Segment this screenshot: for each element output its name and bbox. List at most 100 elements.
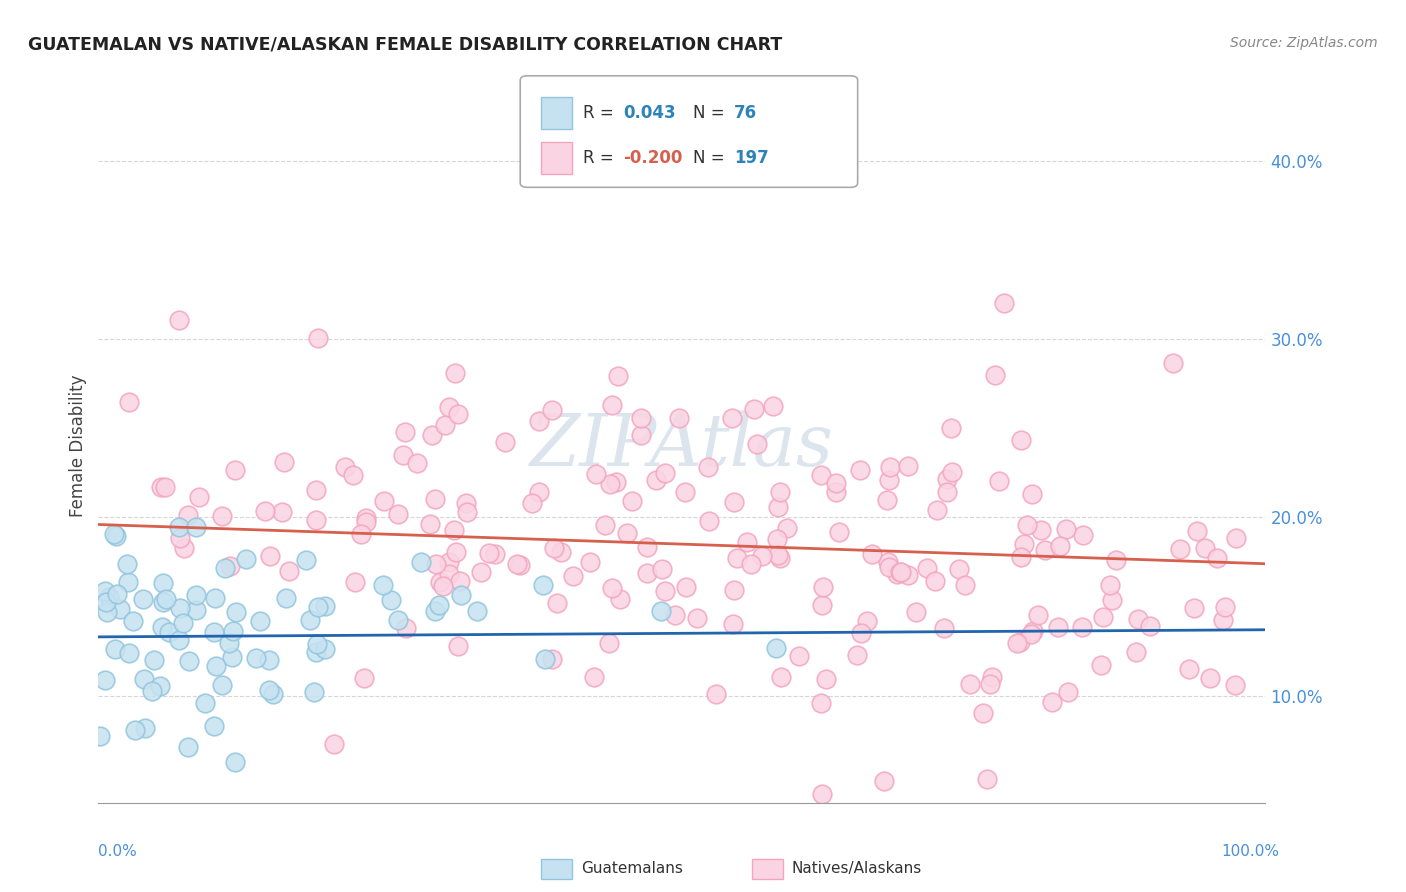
Point bbox=[478, 546, 501, 560]
Point bbox=[541, 652, 564, 666]
Point bbox=[540, 403, 562, 417]
Point bbox=[848, 462, 870, 476]
Point bbox=[167, 520, 190, 534]
Point bbox=[432, 579, 454, 593]
Point bbox=[353, 671, 375, 685]
Point bbox=[202, 625, 225, 640]
Point bbox=[169, 601, 191, 615]
Text: GUATEMALAN VS NATIVE/ALASKAN FEMALE DISABILITY CORRELATION CHART: GUATEMALAN VS NATIVE/ALASKAN FEMALE DISA… bbox=[28, 36, 782, 54]
Point bbox=[1029, 523, 1052, 537]
Point bbox=[668, 411, 690, 425]
Point bbox=[1223, 678, 1246, 692]
Point bbox=[1213, 600, 1236, 615]
Point bbox=[936, 472, 959, 486]
Point bbox=[747, 437, 769, 451]
Point bbox=[157, 624, 180, 639]
Point bbox=[323, 737, 346, 751]
Point bbox=[723, 617, 745, 632]
Point bbox=[849, 626, 872, 640]
Point bbox=[218, 636, 240, 650]
Point bbox=[636, 566, 658, 580]
Point bbox=[543, 541, 565, 555]
Point bbox=[810, 598, 832, 612]
Point bbox=[96, 605, 118, 619]
Point bbox=[484, 547, 506, 561]
Point bbox=[897, 567, 920, 582]
Text: Guatemalans: Guatemalans bbox=[581, 862, 682, 876]
Point bbox=[765, 640, 787, 655]
Point bbox=[405, 456, 427, 470]
Point bbox=[686, 610, 709, 624]
Point bbox=[987, 475, 1010, 489]
Point bbox=[149, 679, 172, 693]
Point bbox=[932, 621, 955, 635]
Point bbox=[766, 533, 789, 547]
Point bbox=[143, 653, 166, 667]
Point bbox=[598, 636, 620, 650]
Point bbox=[1105, 553, 1128, 567]
Point bbox=[423, 604, 446, 618]
Point bbox=[955, 577, 977, 591]
Point bbox=[259, 549, 281, 564]
Point bbox=[915, 560, 938, 574]
Point bbox=[103, 527, 125, 541]
Point bbox=[735, 535, 758, 549]
Point bbox=[1225, 531, 1247, 545]
Point bbox=[562, 569, 585, 583]
Point bbox=[810, 467, 832, 482]
Point bbox=[454, 496, 477, 510]
Point bbox=[959, 677, 981, 691]
Point bbox=[769, 485, 792, 500]
Point bbox=[155, 591, 177, 606]
Point bbox=[1185, 524, 1208, 538]
Point bbox=[387, 508, 409, 522]
Point bbox=[877, 473, 900, 487]
Point bbox=[1163, 356, 1185, 370]
Point bbox=[1139, 619, 1161, 633]
Point bbox=[465, 604, 488, 618]
Point bbox=[444, 545, 467, 559]
Point bbox=[550, 545, 572, 559]
Point bbox=[427, 599, 450, 613]
Point bbox=[886, 566, 908, 581]
Point bbox=[600, 581, 623, 595]
Point bbox=[811, 580, 834, 594]
Point bbox=[177, 739, 200, 754]
Point bbox=[976, 772, 998, 786]
Point bbox=[770, 670, 793, 684]
Point bbox=[276, 591, 298, 605]
Point bbox=[205, 658, 228, 673]
Point bbox=[443, 524, 465, 538]
Point bbox=[470, 566, 492, 580]
Point bbox=[600, 398, 623, 412]
Point bbox=[299, 613, 322, 627]
Point bbox=[380, 593, 402, 607]
Point bbox=[249, 614, 271, 628]
Point bbox=[394, 425, 416, 439]
Point bbox=[939, 421, 962, 435]
Point bbox=[787, 648, 810, 663]
Point bbox=[225, 606, 247, 620]
Point bbox=[616, 526, 638, 541]
Point bbox=[437, 567, 460, 582]
Point bbox=[769, 551, 792, 566]
Point bbox=[93, 584, 115, 599]
Point bbox=[630, 411, 652, 425]
Point bbox=[1010, 433, 1032, 447]
Point bbox=[314, 599, 336, 613]
Text: Natives/Alaskans: Natives/Alaskans bbox=[792, 862, 922, 876]
Point bbox=[776, 521, 799, 535]
Point bbox=[150, 620, 173, 634]
Point bbox=[751, 549, 773, 563]
Point bbox=[980, 670, 1002, 684]
Point bbox=[605, 475, 627, 489]
Point bbox=[1184, 600, 1206, 615]
Point bbox=[419, 516, 441, 531]
Point bbox=[177, 508, 200, 523]
Point bbox=[141, 684, 163, 698]
Point bbox=[1177, 662, 1199, 676]
Point bbox=[723, 582, 745, 597]
Point bbox=[1049, 539, 1071, 553]
Point bbox=[117, 574, 139, 589]
Point bbox=[194, 696, 217, 710]
